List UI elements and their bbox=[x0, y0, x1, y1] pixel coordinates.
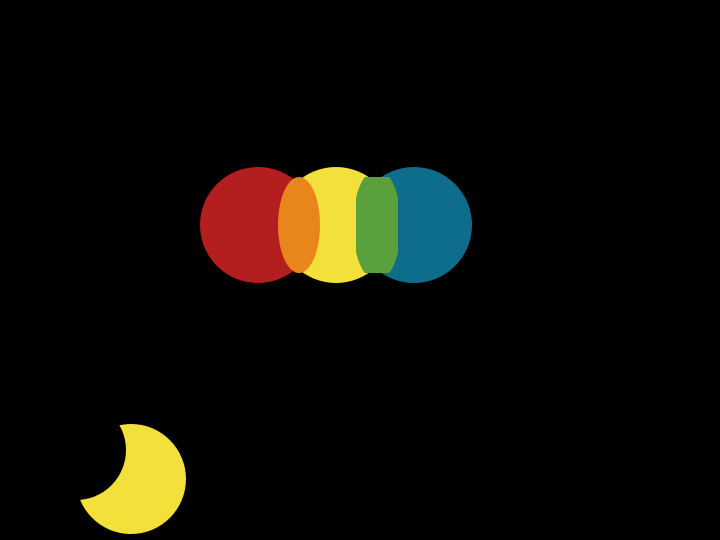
opaque-heading: Opaque: Cannot see through it bbox=[16, 297, 720, 343]
venn-overlap-green bbox=[356, 177, 398, 273]
opaque-term: Opaque bbox=[16, 297, 138, 343]
opaque-definition: : Cannot see through it bbox=[138, 297, 491, 343]
opaque-circle-black bbox=[26, 400, 126, 500]
venn-overlap-orange bbox=[278, 177, 320, 273]
opacity-bullets: - Add more pigment, less water - Add mor… bbox=[200, 399, 720, 466]
opacity-bullet-1: - Add more pigment, less water bbox=[200, 399, 720, 433]
opacity-bullet-2: - Add more layers of paint bbox=[200, 433, 720, 467]
opaque-circles bbox=[26, 400, 206, 540]
transparent-heading: Transparent: Can see through it bbox=[16, 72, 720, 118]
venn-diagram bbox=[200, 161, 500, 291]
transparent-tip: To Increase Transparency: Add Water bbox=[16, 120, 720, 155]
transparent-term: Transparent bbox=[16, 72, 200, 118]
opaque-tip-heading: To Increase Opacity: bbox=[150, 343, 720, 389]
slide-title: Opaque vs. Transparent bbox=[70, 0, 680, 58]
transparent-definition: : Can see through it bbox=[200, 72, 500, 118]
